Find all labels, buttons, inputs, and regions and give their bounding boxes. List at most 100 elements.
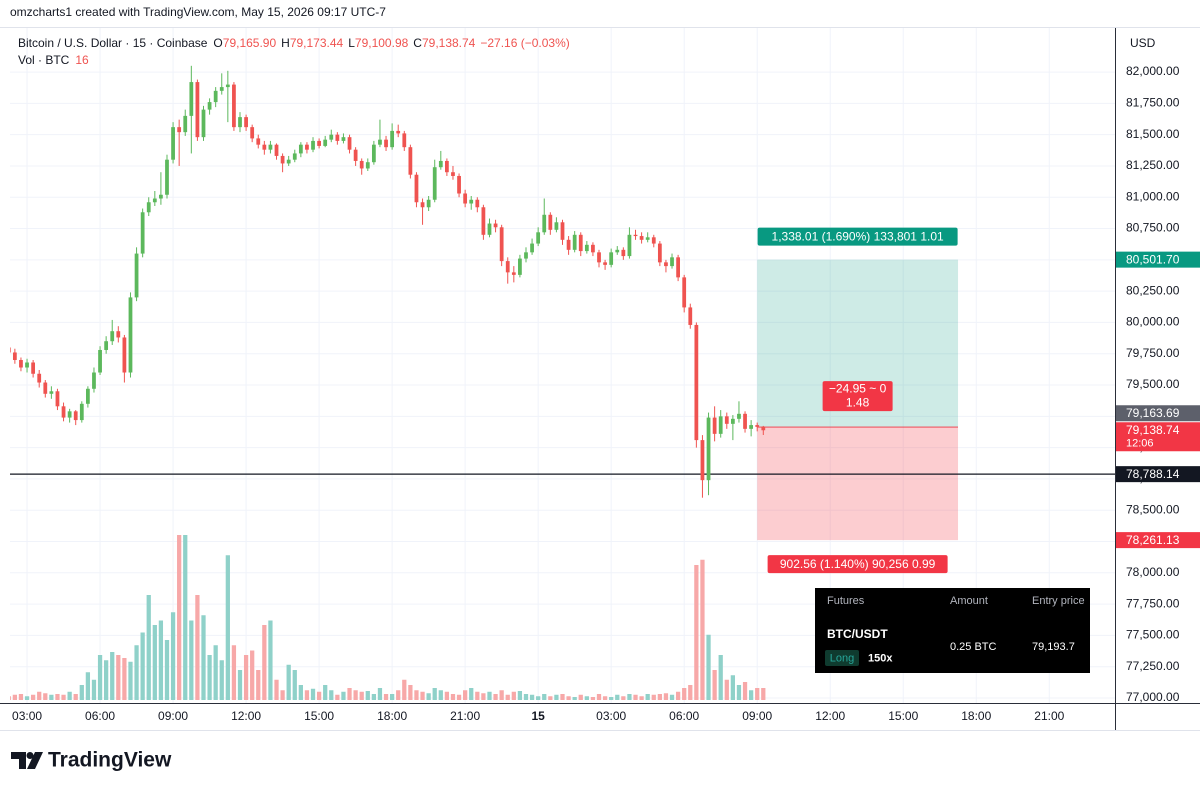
candle-body	[67, 411, 72, 418]
volume-bar	[237, 670, 243, 700]
candle-body	[274, 144, 279, 156]
candle-body	[542, 214, 547, 233]
volume-bar	[651, 694, 656, 700]
volume-bar	[724, 679, 729, 700]
candle-body	[159, 194, 163, 199]
volume-bar	[548, 696, 553, 700]
candle-body	[238, 117, 242, 128]
volume-bar	[170, 612, 176, 700]
volume-bar	[219, 660, 224, 700]
volume-bar	[347, 688, 352, 700]
candle-body	[371, 144, 376, 163]
candle-body	[232, 84, 236, 128]
candle-body	[730, 418, 735, 424]
volume-bar	[414, 690, 419, 700]
volume-bar	[675, 691, 681, 700]
volume-bar	[18, 694, 24, 700]
y-tick-label: 79,500.00	[1126, 377, 1180, 391]
volume-bar	[402, 679, 407, 700]
volume-bar	[554, 694, 559, 700]
stop-label-box	[767, 555, 948, 574]
volume-bar	[529, 694, 535, 700]
ohlc-value: 79,173.44	[290, 36, 344, 50]
candle-body	[584, 244, 589, 252]
candle-body	[451, 172, 455, 176]
volume-bar	[292, 670, 297, 700]
volume-bar	[517, 691, 523, 700]
candle-body	[657, 243, 662, 263]
candle-body	[554, 222, 559, 230]
candle-body	[712, 417, 717, 434]
candle-body	[645, 237, 650, 240]
volume-bar	[128, 661, 133, 700]
volume-bar	[371, 694, 377, 700]
volume-bar	[542, 694, 547, 700]
volume-legend: Vol · BTC 16	[18, 53, 89, 67]
volume-bar	[633, 694, 638, 700]
ohlc-key: O	[213, 36, 222, 50]
target-price-label: 80,501.70	[1126, 252, 1180, 266]
volume-bar	[304, 690, 310, 700]
volume-bar	[262, 625, 267, 700]
ohlc-value: 79,138.74	[422, 36, 476, 50]
volume-bar	[341, 691, 346, 700]
volume-label: Vol · BTC	[18, 53, 70, 67]
volume-bar	[177, 535, 182, 700]
x-tick-label: 06:00	[85, 709, 115, 723]
volume-bar	[663, 693, 669, 700]
y-tick-label: 80,000.00	[1126, 315, 1180, 329]
order-panel: Futures Amount Entry price BTC/USDT Long…	[815, 588, 1090, 673]
volume-bar	[329, 690, 334, 700]
volume-bar	[335, 694, 340, 700]
plot-area	[10, 65, 1115, 700]
volume-bar	[712, 670, 717, 700]
volume-bar	[280, 690, 285, 700]
panel-pair: BTC/USDT	[827, 627, 888, 641]
candle-body	[12, 352, 17, 360]
volume-bar	[116, 655, 121, 700]
candle-body	[353, 149, 358, 161]
panel-amount: 0.25 BTC	[950, 641, 997, 653]
volume-bar	[353, 690, 358, 700]
volume-bar	[536, 696, 541, 700]
volume-bar	[432, 688, 437, 700]
x-tick-label: 09:00	[158, 709, 188, 723]
volume-bar	[146, 595, 151, 700]
volume-bar	[79, 685, 84, 700]
stop-price-label-box	[1116, 532, 1200, 549]
candle-body	[98, 349, 102, 373]
candle-body	[493, 223, 498, 228]
candle-body	[639, 236, 644, 240]
candle-body	[700, 440, 705, 481]
panel-side: Long	[830, 652, 854, 664]
candle-body	[499, 227, 504, 262]
volume-bar	[645, 694, 650, 700]
y-tick-label: 78,000.00	[1126, 565, 1180, 579]
volume-bar	[274, 679, 279, 700]
volume-bar	[225, 555, 230, 700]
volume-bar	[748, 690, 754, 700]
x-tick-label: 12:00	[815, 709, 845, 723]
y-tick-label: 77,750.00	[1126, 596, 1180, 610]
brand-logo: TradingView	[11, 749, 172, 772]
volume-bar	[706, 634, 711, 700]
candle-body	[305, 144, 309, 150]
candle-body	[578, 234, 583, 252]
candle-body	[110, 331, 115, 342]
candle-body	[317, 140, 321, 146]
x-tick-label: 21:00	[450, 709, 480, 723]
volume-bar	[438, 690, 443, 700]
ohlc-key: L	[348, 36, 355, 50]
y-tick-label: 81,000.00	[1126, 189, 1180, 203]
y-tick-label: 82,000.00	[1126, 64, 1180, 78]
candle-body	[469, 199, 474, 204]
volume-bar	[627, 694, 632, 700]
volume-bar	[456, 694, 462, 700]
volume-bar	[487, 691, 492, 700]
volume-bar	[755, 688, 760, 700]
candle-body	[73, 411, 78, 421]
y-tick-label: 77,250.00	[1126, 659, 1180, 673]
volume-bar	[761, 688, 766, 700]
loss-zone	[757, 427, 959, 541]
legend: Bitcoin / U.S. Dollar · 15 · Coinbase O79…	[18, 36, 570, 67]
